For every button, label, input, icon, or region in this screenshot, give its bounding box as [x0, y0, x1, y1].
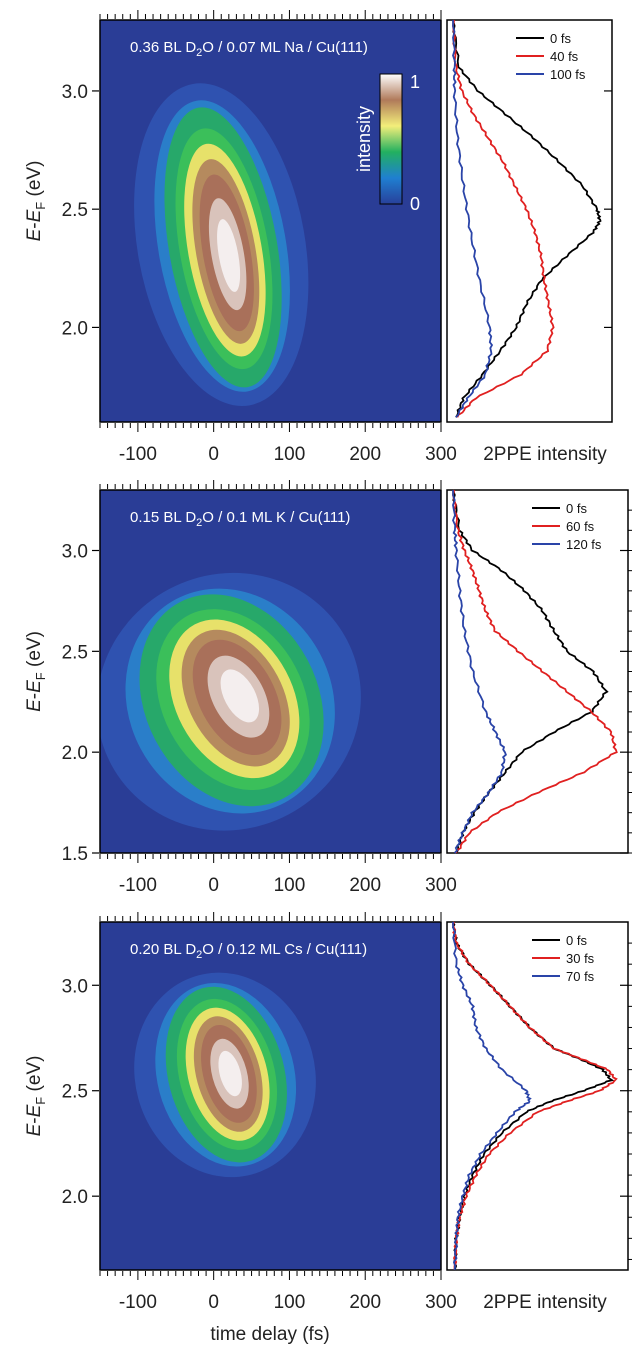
x-tick-label: 0	[208, 1292, 219, 1313]
spectra-panel: 0 fs 60 fs 120 fs	[446, 489, 632, 854]
x-tick-label: 300	[425, 875, 457, 896]
x-tick-label: -100	[119, 1292, 157, 1313]
trace-line	[452, 19, 602, 418]
y-tick-label: 2.0	[62, 318, 88, 339]
y-tick-label: 2.5	[62, 200, 88, 221]
spectra-panel: 0 fs 30 fs 70 fs	[446, 921, 632, 1271]
legend-entry: 60 fs	[566, 519, 595, 534]
panel-title: 0.36 BL D2O / 0.07 ML Na / Cu(111)	[130, 39, 368, 59]
legend-entry: 0 fs	[566, 933, 587, 948]
x-tick-label: -100	[119, 444, 157, 465]
x-tick-label: 200	[349, 875, 381, 896]
heatmap-contour	[220, 669, 260, 723]
y-axis-label: E-EF (eV)	[24, 631, 48, 712]
x-tick-label: 100	[274, 875, 306, 896]
spectra-x-label: 2PPE intensity	[483, 1292, 607, 1313]
x-tick-label: 200	[349, 1292, 381, 1313]
spectra-frame	[446, 19, 613, 423]
x-tick-label: 300	[425, 444, 457, 465]
y-axis-label: E-EF (eV)	[24, 161, 48, 242]
trace-line	[452, 490, 507, 854]
colorbar	[379, 73, 403, 205]
y-tick-label: 2.5	[62, 1082, 88, 1103]
panel-title: 0.15 BL D2O / 0.1 ML K / Cu(111)	[130, 509, 350, 529]
spectra-panel: 0 fs 40 fs 100 fs	[446, 19, 613, 423]
legend-entry: 0 fs	[566, 501, 587, 516]
heatmap-map	[134, 83, 309, 406]
trace-line	[452, 489, 618, 854]
y-tick-label: 3.0	[62, 82, 88, 103]
heatmap-map	[134, 972, 316, 1178]
map-frame	[99, 921, 442, 1271]
y-tick-label: 3.0	[62, 976, 88, 997]
panel-3: -100 0 100 200 300 2.0 2.5 3.0 E-EF (eV) 0.20 BL …	[24, 912, 632, 1313]
colorbar-max-label: 1	[410, 72, 420, 92]
y-tick-label: 3.0	[62, 542, 88, 563]
map-frame	[99, 489, 442, 854]
x-axis-label: time delay (fs)	[210, 1324, 329, 1345]
heatmap-map	[100, 572, 361, 831]
y-tick-label: 2.0	[62, 1187, 88, 1208]
x-tick-label: 0	[208, 444, 219, 465]
legend-entry: 0 fs	[550, 31, 571, 46]
x-tick-label: 100	[274, 444, 306, 465]
spectra-x-label: 2PPE intensity	[483, 444, 607, 465]
colorbar-label: intensity	[354, 106, 374, 172]
trace-line	[452, 922, 532, 1271]
x-tick-label: 100	[274, 1292, 306, 1313]
y-tick-label: 2.0	[62, 743, 88, 764]
x-tick-label: 0	[208, 875, 219, 896]
heatmap-contour	[217, 219, 241, 292]
panel-title: 0.20 BL D2O / 0.12 ML Cs / Cu(111)	[130, 941, 367, 961]
panel-1: -100 0 100 200 300 2.0 2.5 3.0 E-EF (eV) 0.36 BL …	[24, 10, 613, 465]
trace-line	[452, 921, 618, 1271]
x-tick-label: -100	[119, 875, 157, 896]
y-tick-label: 1.5	[62, 844, 88, 865]
trace-line	[452, 19, 555, 418]
y-tick-label: 2.5	[62, 642, 88, 663]
trace-line	[452, 20, 494, 418]
legend-entry: 120 fs	[566, 537, 602, 552]
spectra-frame	[446, 921, 629, 1271]
heatmap-contour	[218, 1050, 242, 1097]
x-tick-label: 300	[425, 1292, 457, 1313]
legend-entry: 30 fs	[566, 951, 595, 966]
x-tick-label: 200	[349, 444, 381, 465]
legend-entry: 70 fs	[566, 969, 595, 984]
colorbar-min-label: 0	[410, 194, 420, 214]
legend-entry: 100 fs	[550, 67, 586, 82]
map-frame	[99, 19, 442, 423]
legend-entry: 40 fs	[550, 49, 579, 64]
y-axis-label: E-EF (eV)	[24, 1056, 48, 1137]
panel-2: -100 0 100 200 300 1.5 2.0 2.5 3.0 E-EF (eV) 0.15 …	[24, 480, 632, 896]
